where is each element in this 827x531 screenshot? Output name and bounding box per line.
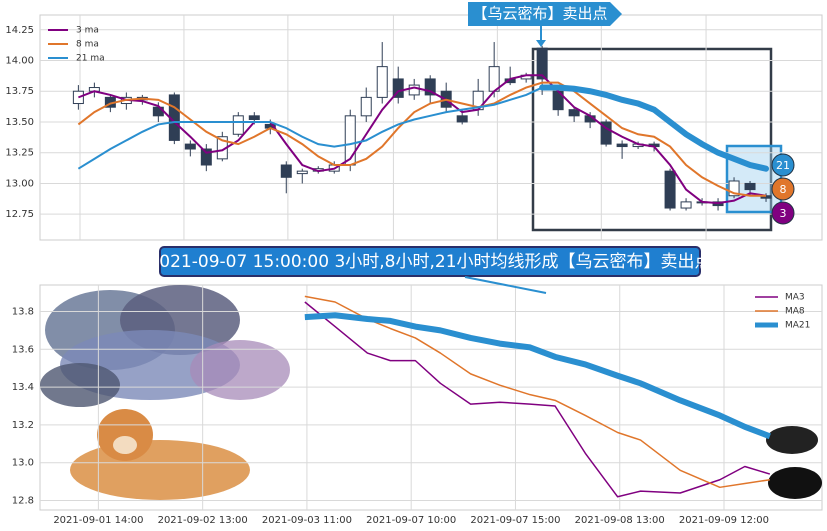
candle-body bbox=[424, 78, 436, 96]
candle-body bbox=[408, 84, 420, 96]
annotation-arrowhead bbox=[536, 40, 546, 47]
candle-body bbox=[232, 115, 244, 135]
candle-body bbox=[184, 143, 196, 150]
candle-body bbox=[200, 148, 212, 166]
candle-body bbox=[248, 115, 260, 121]
candle-body bbox=[728, 180, 740, 197]
end-badge bbox=[771, 201, 795, 225]
candle-body bbox=[536, 47, 548, 80]
x-tick-label: 2021-09-02 13:00 bbox=[158, 515, 248, 526]
candle-body bbox=[744, 182, 756, 191]
y-tick-label: 12.75 bbox=[5, 209, 34, 220]
x-tick-label: 2021-09-03 11:00 bbox=[262, 515, 352, 526]
end-badge bbox=[771, 177, 795, 201]
banner-arrow bbox=[464, 276, 547, 294]
highlight-box-small bbox=[725, 144, 783, 214]
legend-label: MA3 bbox=[785, 293, 805, 303]
legend-label: 21 ma bbox=[76, 54, 105, 64]
y-tick-label: 13.25 bbox=[5, 148, 34, 159]
candle-body bbox=[296, 170, 308, 175]
annotation-box bbox=[468, 2, 622, 26]
candle-body bbox=[392, 78, 404, 98]
highlight-box bbox=[531, 47, 773, 232]
line bbox=[304, 301, 771, 498]
candle-body bbox=[456, 115, 468, 123]
candle-body bbox=[280, 164, 292, 178]
line bbox=[304, 295, 770, 489]
legend-label: 8 ma bbox=[76, 40, 99, 50]
end-badge bbox=[771, 153, 795, 177]
x-tick-label: 2021-09-07 15:00 bbox=[470, 515, 560, 526]
y-tick-label: 13.50 bbox=[5, 117, 34, 128]
y-tick-label: 13.0 bbox=[12, 458, 34, 469]
annotation: 【乌云密布】卖出点 bbox=[472, 5, 607, 23]
y-tick-label: 14.00 bbox=[5, 55, 34, 66]
y-tick-label: 12.8 bbox=[12, 496, 34, 507]
candle-body bbox=[360, 96, 372, 117]
x-tick-label: 2021-09-01 14:00 bbox=[53, 515, 143, 526]
line bbox=[304, 312, 771, 440]
illustration bbox=[40, 285, 822, 500]
y-tick-label: 13.2 bbox=[12, 420, 34, 431]
y-tick-label: 13.8 bbox=[12, 306, 34, 317]
candle-body bbox=[376, 66, 388, 98]
legend-label: MA8 bbox=[785, 307, 805, 317]
candle-body bbox=[568, 109, 580, 117]
candle-body bbox=[680, 201, 692, 209]
x-tick-label: 2021-09-07 10:00 bbox=[366, 515, 456, 526]
ma-line-emphasis bbox=[539, 84, 770, 172]
legend-label: 3 ma bbox=[76, 26, 99, 36]
y-tick-label: 13.4 bbox=[12, 382, 34, 393]
y-tick-label: 14.25 bbox=[5, 25, 34, 36]
candle-body bbox=[600, 121, 612, 145]
candle-body bbox=[616, 143, 628, 148]
y-tick-label: 13.00 bbox=[5, 178, 34, 189]
banner-text: 2021-09-07 15:00:00 3小时,8小时,21小时均线形成【乌云密… bbox=[148, 252, 711, 272]
legend-label: MA21 bbox=[785, 321, 810, 331]
y-tick-label: 13.75 bbox=[5, 86, 34, 97]
end-badge-label: 8 bbox=[780, 183, 787, 196]
candle-body bbox=[664, 170, 676, 209]
ma-line bbox=[78, 74, 767, 205]
end-badge-label: 3 bbox=[780, 207, 787, 220]
x-tick-label: 2021-09-08 13:00 bbox=[575, 515, 665, 526]
end-badge-label: 21 bbox=[776, 159, 790, 172]
y-tick-label: 13.6 bbox=[12, 344, 34, 355]
banner bbox=[159, 246, 701, 277]
x-tick-label: 2021-09-09 12:00 bbox=[679, 515, 769, 526]
